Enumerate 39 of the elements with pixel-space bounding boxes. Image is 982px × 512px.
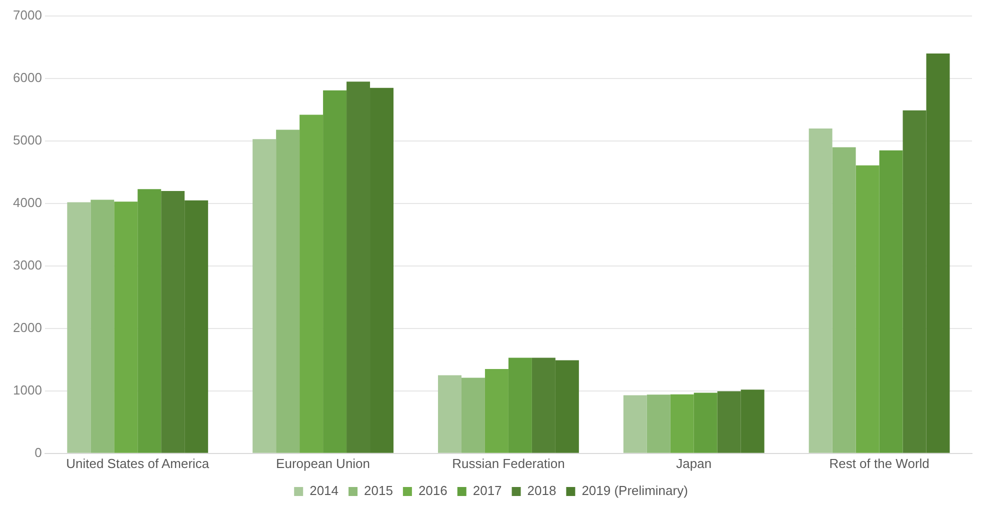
y-tick-label: 3000 xyxy=(13,258,42,273)
bar xyxy=(623,395,647,453)
bar xyxy=(438,375,462,453)
x-tick-label: European Union xyxy=(276,456,370,471)
bar xyxy=(90,200,114,453)
bar xyxy=(67,202,91,453)
bar xyxy=(114,202,138,453)
y-tick-label: 0 xyxy=(34,444,42,460)
y-tick-label: 2000 xyxy=(13,320,42,336)
x-tick-label: Rest of the World xyxy=(829,456,930,471)
bar xyxy=(670,394,694,453)
legend-label: 2016 xyxy=(418,483,448,498)
x-tick-label: Japan xyxy=(676,456,712,471)
bar xyxy=(646,394,670,453)
bar xyxy=(508,358,532,453)
legend-label: 2014 xyxy=(310,483,339,498)
bar xyxy=(484,369,508,453)
bar xyxy=(856,165,880,453)
x-tick-label: Russian Federation xyxy=(452,456,565,471)
bar xyxy=(808,128,832,453)
bar xyxy=(461,378,485,453)
y-tick-label: 6000 xyxy=(13,70,42,86)
bar xyxy=(694,392,718,453)
y-tick-label: 7000 xyxy=(13,8,42,23)
legend-label: 2015 xyxy=(364,483,393,498)
legend-label: 2017 xyxy=(472,483,502,498)
bar xyxy=(323,90,347,453)
x-tick-label: United States of America xyxy=(66,456,210,471)
bar xyxy=(879,150,903,453)
legend-label: 2018 xyxy=(527,483,556,498)
y-tick-label: 5000 xyxy=(13,132,42,148)
legend-label: 2019 (Preliminary) xyxy=(582,483,688,498)
y-tick-label: 1000 xyxy=(13,382,42,398)
bar xyxy=(276,130,300,453)
bar xyxy=(252,139,276,453)
bar xyxy=(300,114,324,453)
y-tick-label: 4000 xyxy=(13,195,42,210)
bar xyxy=(138,189,162,453)
bar xyxy=(832,147,856,453)
